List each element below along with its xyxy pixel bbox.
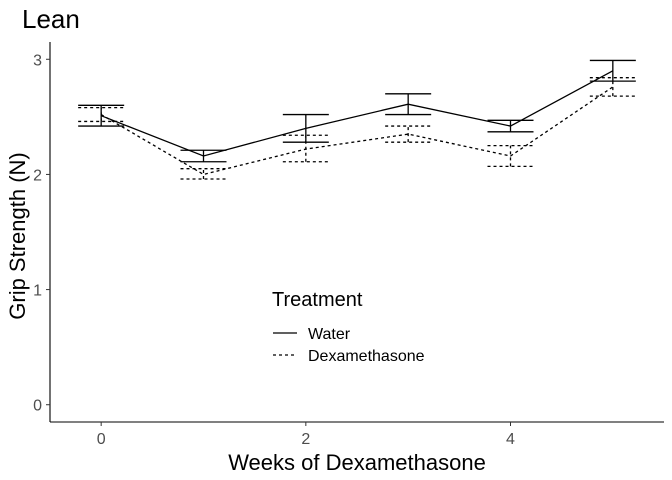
chart-title: Lean [22, 4, 80, 34]
legend-items: Water Dexamethasone [273, 326, 425, 365]
error-bar [385, 125, 432, 143]
legend-item-water: Water [273, 326, 351, 343]
y-tick-label: 1 [33, 283, 42, 300]
legend-title: Treatment [272, 289, 363, 311]
y-tick-label: 3 [33, 52, 42, 69]
series-water [78, 59, 636, 163]
series-line [100, 86, 614, 176]
series-layer [78, 59, 636, 180]
legend-label: Dexamethasone [308, 348, 425, 365]
x-tick-label: 4 [506, 431, 515, 448]
legend-item-dexamethasone: Dexamethasone [273, 348, 425, 365]
y-tick-label: 2 [33, 167, 42, 184]
error-bar [180, 168, 227, 180]
y-tick-label: 0 [33, 398, 42, 415]
series-dexamethasone [78, 77, 636, 180]
series-line [100, 70, 614, 157]
legend-label: Water [308, 326, 351, 343]
axes: 0 1 2 3 0 2 4 [33, 42, 664, 448]
y-axis-title: Grip Strength (N) [5, 152, 30, 320]
x-tick-label: 0 [97, 431, 106, 448]
x-axis-title: Weeks of Dexamethasone [228, 450, 486, 475]
error-bar [589, 77, 636, 97]
legend: Treatment Water Dexamethasone [272, 289, 425, 365]
x-tick-label: 2 [301, 431, 310, 448]
